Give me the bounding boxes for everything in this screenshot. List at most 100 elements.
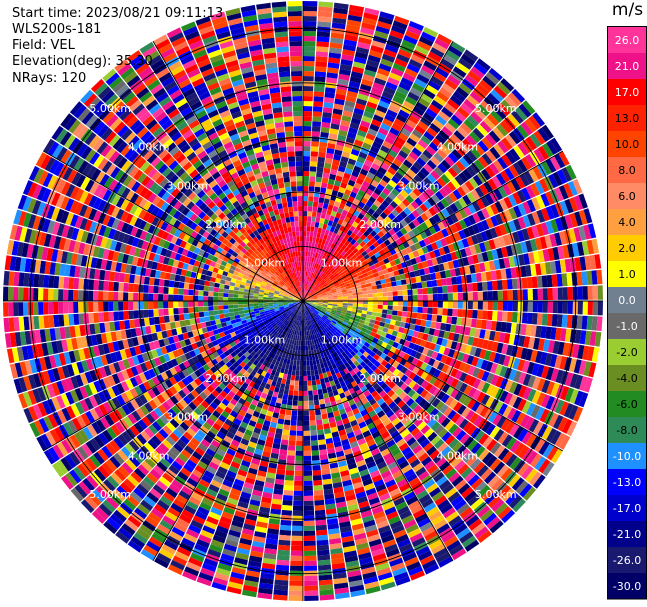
range-gate-cell bbox=[314, 86, 325, 93]
range-gate-cell bbox=[456, 503, 470, 515]
range-gate-cell bbox=[368, 322, 375, 328]
range-gate-cell bbox=[394, 171, 404, 181]
range-gate-cell bbox=[306, 294, 311, 298]
range-gate-cell bbox=[507, 407, 517, 421]
range-gate-cell bbox=[454, 460, 466, 472]
range-gate-cell bbox=[462, 353, 470, 363]
range-gate-cell bbox=[372, 211, 380, 219]
range-gate-cell bbox=[505, 268, 512, 279]
range-gate-cell bbox=[587, 285, 593, 300]
range-gate-cell bbox=[415, 466, 427, 477]
range-gate-cell bbox=[498, 403, 508, 416]
range-gate-cell bbox=[400, 176, 410, 186]
range-gate-cell bbox=[455, 62, 470, 74]
range-gate-cell bbox=[343, 484, 354, 492]
range-gate-cell bbox=[336, 506, 348, 514]
range-gate-cell bbox=[474, 445, 486, 458]
range-gate-cell bbox=[408, 371, 417, 380]
range-gate-cell bbox=[303, 181, 309, 187]
range-gate-cell bbox=[485, 229, 493, 240]
range-gate-cell bbox=[596, 269, 603, 285]
range-gate-cell bbox=[340, 530, 353, 538]
range-gate-cell bbox=[405, 335, 413, 342]
range-gate-cell bbox=[366, 270, 373, 276]
range-gate-cell bbox=[303, 400, 309, 406]
range-gate-cell bbox=[286, 455, 295, 461]
range-gate-cell bbox=[533, 130, 546, 145]
range-gate-cell bbox=[476, 198, 486, 210]
range-gate-cell bbox=[368, 274, 375, 280]
range-gate-cell bbox=[335, 419, 344, 427]
range-gate-cell bbox=[417, 139, 429, 149]
range-gate-cell bbox=[457, 301, 463, 309]
range-gate-cell bbox=[456, 527, 471, 540]
range-gate-cell bbox=[380, 331, 387, 338]
range-gate-cell bbox=[557, 341, 565, 355]
range-gate-cell bbox=[325, 188, 333, 195]
range-gate-cell bbox=[359, 185, 368, 193]
range-gate-cell bbox=[325, 503, 336, 510]
range-gate-cell bbox=[440, 446, 452, 457]
range-gate-cell bbox=[335, 361, 341, 368]
range-gate-cell bbox=[423, 267, 430, 275]
range-gate-cell bbox=[335, 343, 341, 350]
range-gate-cell bbox=[545, 158, 557, 173]
range-gate-cell bbox=[349, 336, 356, 342]
range-gate-cell bbox=[281, 378, 287, 385]
range-gate-cell bbox=[437, 442, 448, 453]
range-gate-cell bbox=[331, 472, 341, 479]
range-gate-cell bbox=[323, 428, 332, 435]
range-gate-cell bbox=[307, 302, 313, 305]
range-gate-cell bbox=[305, 292, 310, 298]
range-gate-cell bbox=[290, 550, 303, 556]
range-gate-cell bbox=[418, 398, 428, 408]
range-gate-cell bbox=[474, 328, 481, 338]
range-gate-cell bbox=[332, 295, 338, 298]
range-gate-cell bbox=[400, 279, 407, 285]
range-gate-cell bbox=[313, 480, 323, 486]
range-gate-cell bbox=[327, 523, 339, 530]
range-gate-cell bbox=[367, 307, 373, 312]
range-gate-cell bbox=[345, 255, 352, 261]
range-gate-cell bbox=[333, 7, 348, 15]
range-gate-cell bbox=[367, 344, 375, 351]
range-gate-cell bbox=[352, 295, 358, 299]
range-gate-cell bbox=[462, 283, 468, 292]
range-gate-cell bbox=[317, 389, 323, 395]
range-gate-cell bbox=[335, 286, 341, 290]
range-gate-cell bbox=[327, 280, 333, 285]
range-gate-cell bbox=[373, 187, 382, 196]
range-gate-cell bbox=[337, 207, 344, 215]
range-gate-cell bbox=[331, 477, 342, 484]
range-gate-cell bbox=[371, 474, 383, 483]
range-gate-cell bbox=[316, 321, 321, 327]
range-gate-cell bbox=[496, 280, 503, 290]
range-gate-cell bbox=[428, 207, 437, 216]
range-gate-cell bbox=[295, 455, 303, 461]
range-gate-cell bbox=[522, 387, 532, 400]
range-gate-cell bbox=[361, 260, 368, 266]
range-gate-cell bbox=[456, 186, 467, 197]
range-gate-cell bbox=[446, 386, 455, 396]
range-gate-cell bbox=[551, 274, 558, 287]
range-gate-cell bbox=[450, 223, 458, 234]
range-gate-cell bbox=[304, 590, 319, 596]
range-gate-cell bbox=[379, 402, 388, 410]
range-gate-cell bbox=[324, 377, 330, 383]
range-gate-cell bbox=[493, 237, 501, 249]
range-gate-cell bbox=[445, 468, 457, 480]
range-gate-cell bbox=[308, 300, 313, 301]
range-gate-cell bbox=[447, 293, 453, 301]
range-gate-cell bbox=[461, 407, 471, 418]
range-gate-cell bbox=[276, 554, 290, 561]
range-gate-cell bbox=[448, 423, 459, 435]
range-gate-cell bbox=[428, 216, 437, 226]
range-gate-cell bbox=[318, 312, 324, 317]
range-gate-cell bbox=[447, 167, 458, 178]
range-gate-cell bbox=[309, 324, 313, 330]
range-gate-cell bbox=[303, 340, 306, 346]
range-gate-cell bbox=[414, 124, 426, 135]
range-gate-cell bbox=[550, 430, 562, 445]
range-gate-cell bbox=[526, 450, 538, 465]
range-gate-cell bbox=[358, 552, 372, 560]
